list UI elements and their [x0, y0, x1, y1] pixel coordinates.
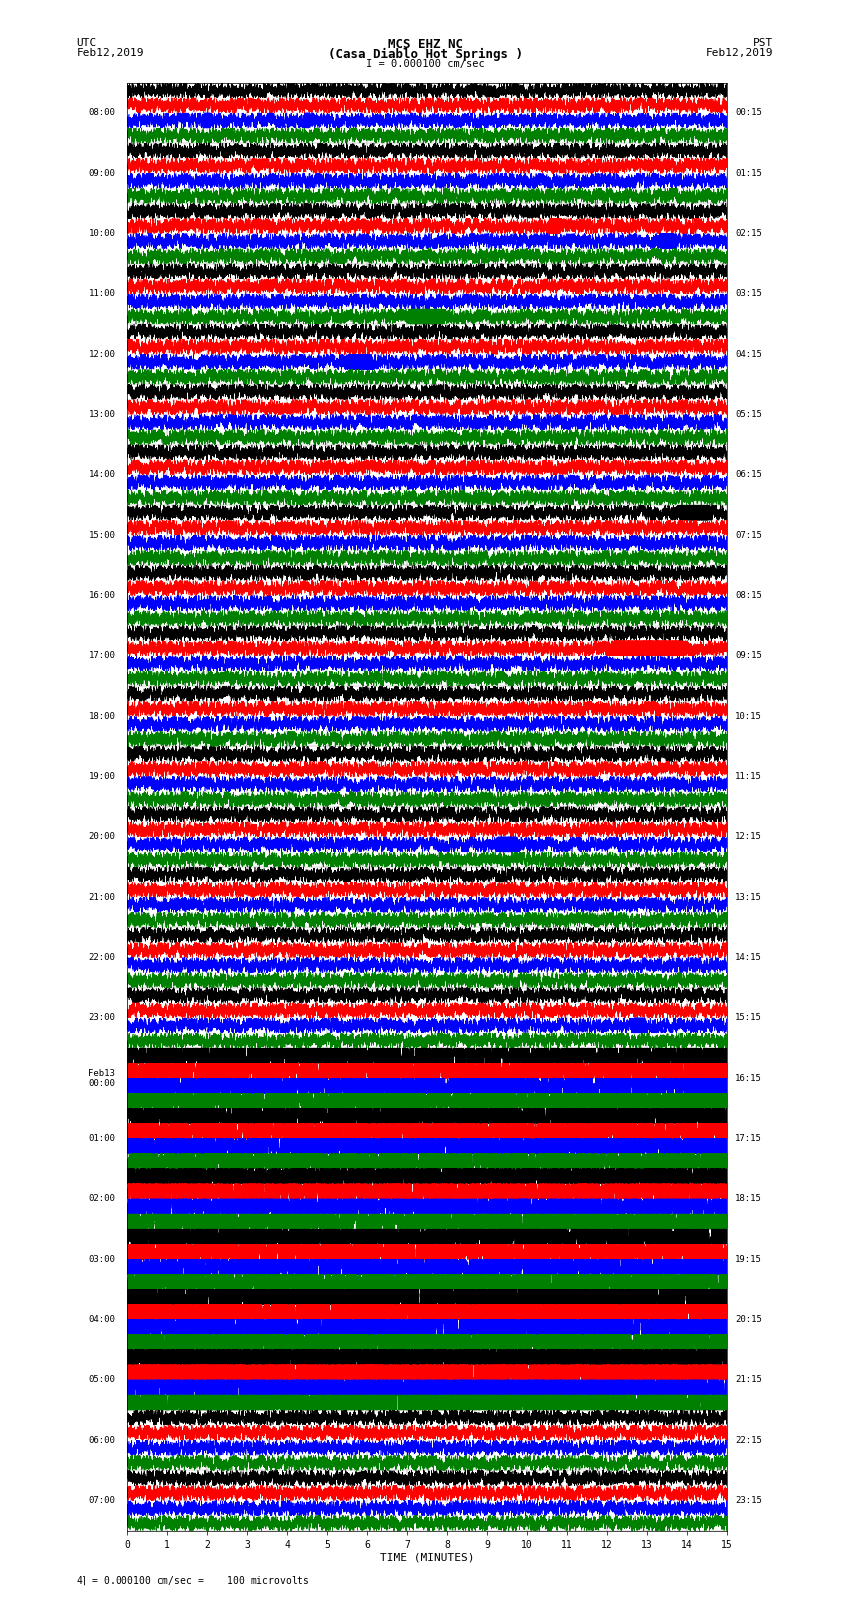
- Text: 17:15: 17:15: [735, 1134, 762, 1144]
- Text: 23:15: 23:15: [735, 1495, 762, 1505]
- Text: 21:00: 21:00: [88, 892, 116, 902]
- Text: 05:15: 05:15: [735, 410, 762, 419]
- Text: 4$\rceil$ = 0.000100 cm/sec =    100 microvolts: 4$\rceil$ = 0.000100 cm/sec = 100 microv…: [76, 1574, 310, 1587]
- Text: 23:00: 23:00: [88, 1013, 116, 1023]
- Text: 16:00: 16:00: [88, 590, 116, 600]
- Text: 04:00: 04:00: [88, 1315, 116, 1324]
- Text: 13:15: 13:15: [735, 892, 762, 902]
- Text: 02:00: 02:00: [88, 1194, 116, 1203]
- Text: 18:00: 18:00: [88, 711, 116, 721]
- Text: 14:15: 14:15: [735, 953, 762, 961]
- Text: UTC: UTC: [76, 37, 97, 48]
- Text: 04:15: 04:15: [735, 350, 762, 358]
- Text: 12:15: 12:15: [735, 832, 762, 842]
- Text: 11:00: 11:00: [88, 289, 116, 298]
- Text: 08:15: 08:15: [735, 590, 762, 600]
- Text: 22:00: 22:00: [88, 953, 116, 961]
- Text: PST: PST: [753, 37, 774, 48]
- Text: 13:00: 13:00: [88, 410, 116, 419]
- Text: 22:15: 22:15: [735, 1436, 762, 1445]
- Text: 01:15: 01:15: [735, 169, 762, 177]
- Text: 15:15: 15:15: [735, 1013, 762, 1023]
- Text: 02:15: 02:15: [735, 229, 762, 239]
- Text: 11:15: 11:15: [735, 773, 762, 781]
- Text: 15:00: 15:00: [88, 531, 116, 540]
- Text: 03:15: 03:15: [735, 289, 762, 298]
- Text: MCS EHZ NC: MCS EHZ NC: [388, 37, 462, 52]
- Text: 10:00: 10:00: [88, 229, 116, 239]
- Text: (Casa Diablo Hot Springs ): (Casa Diablo Hot Springs ): [327, 48, 523, 61]
- Text: 21:15: 21:15: [735, 1376, 762, 1384]
- Text: 18:15: 18:15: [735, 1194, 762, 1203]
- Text: 12:00: 12:00: [88, 350, 116, 358]
- Text: 10:15: 10:15: [735, 711, 762, 721]
- Text: 03:00: 03:00: [88, 1255, 116, 1263]
- Text: Feb13
00:00: Feb13 00:00: [88, 1068, 116, 1087]
- Text: 00:15: 00:15: [735, 108, 762, 118]
- Text: Feb12,2019: Feb12,2019: [76, 48, 144, 58]
- Text: 17:00: 17:00: [88, 652, 116, 660]
- Text: 06:00: 06:00: [88, 1436, 116, 1445]
- Text: 05:00: 05:00: [88, 1376, 116, 1384]
- Text: 06:15: 06:15: [735, 471, 762, 479]
- Text: 16:15: 16:15: [735, 1074, 762, 1082]
- Text: 14:00: 14:00: [88, 471, 116, 479]
- X-axis label: TIME (MINUTES): TIME (MINUTES): [380, 1553, 474, 1563]
- Text: 09:15: 09:15: [735, 652, 762, 660]
- Text: 20:15: 20:15: [735, 1315, 762, 1324]
- Text: 07:15: 07:15: [735, 531, 762, 540]
- Text: 20:00: 20:00: [88, 832, 116, 842]
- Text: 08:00: 08:00: [88, 108, 116, 118]
- Text: 09:00: 09:00: [88, 169, 116, 177]
- Text: 19:00: 19:00: [88, 773, 116, 781]
- Text: I = 0.000100 cm/sec: I = 0.000100 cm/sec: [366, 58, 484, 69]
- Text: 01:00: 01:00: [88, 1134, 116, 1144]
- Text: Feb12,2019: Feb12,2019: [706, 48, 774, 58]
- Text: 19:15: 19:15: [735, 1255, 762, 1263]
- Text: 07:00: 07:00: [88, 1495, 116, 1505]
